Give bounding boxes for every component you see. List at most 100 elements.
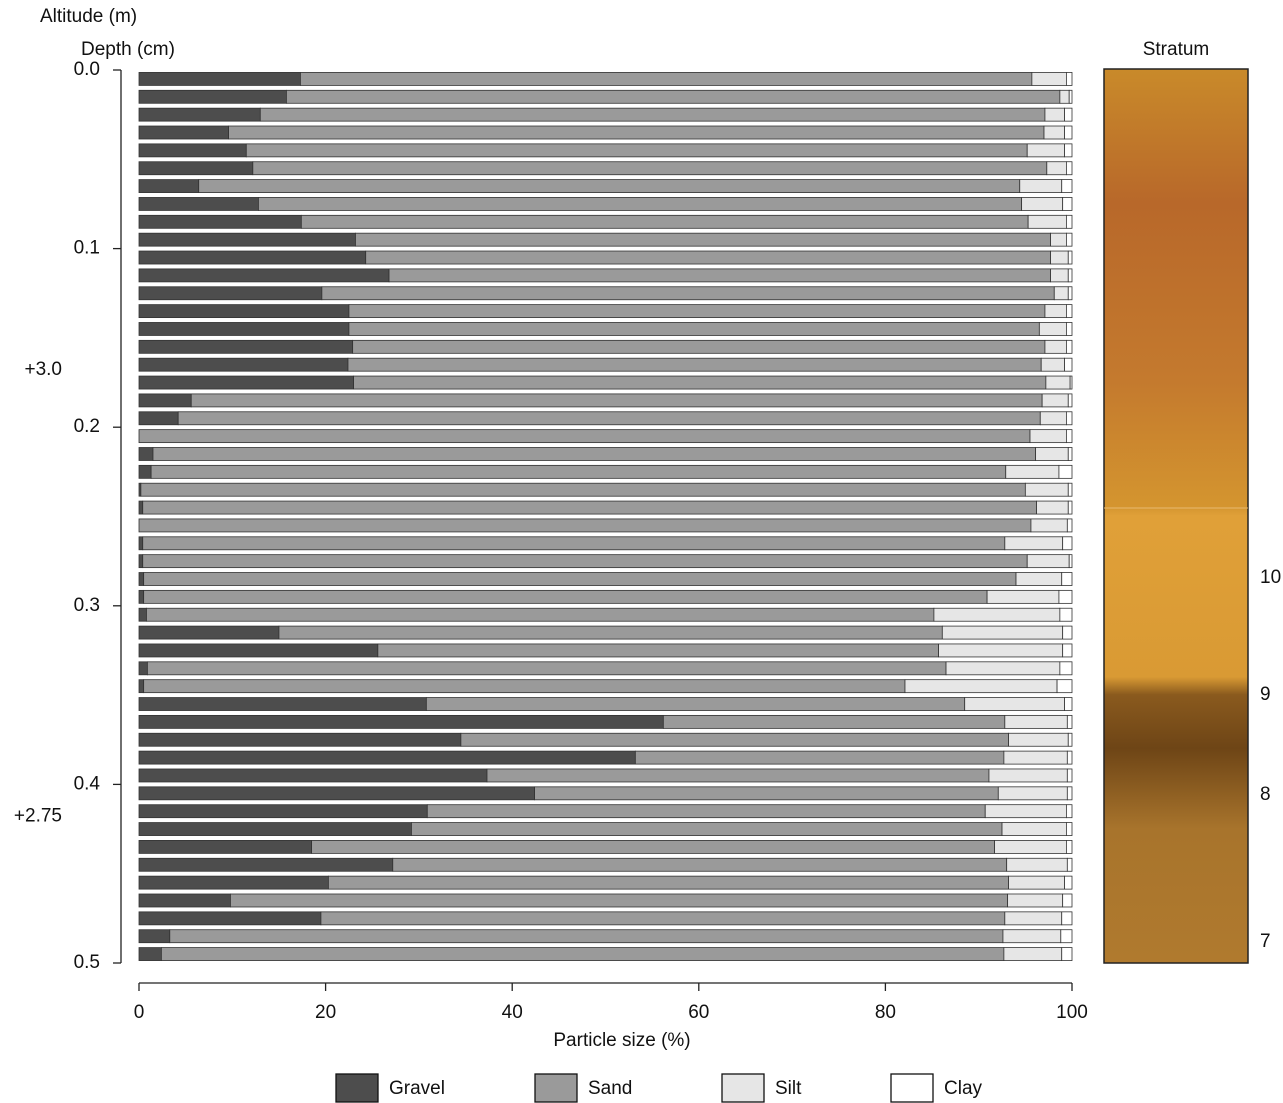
bar-segment [662, 714, 1006, 729]
bar-segment [426, 804, 986, 819]
bar-segment [138, 786, 535, 801]
bar-segment [1004, 911, 1063, 926]
bar-segment [1067, 482, 1073, 497]
bar-segment [140, 482, 1026, 497]
bar-segment [138, 322, 350, 336]
bar-segment [1061, 572, 1073, 586]
bar-segment [347, 357, 1042, 372]
bar-segment [365, 250, 1051, 265]
bar-segment [1027, 214, 1067, 229]
bar-segment [142, 500, 1037, 515]
bar-segment [1067, 268, 1073, 283]
bar-segment [1045, 375, 1071, 390]
bar-segment [138, 697, 427, 711]
legend-swatch [890, 1073, 934, 1103]
bar-segment [1059, 661, 1073, 676]
bar-segment [1062, 643, 1073, 658]
bar-segment [1066, 714, 1073, 729]
bar-segment [138, 589, 145, 604]
bar-segment [138, 893, 231, 908]
bar-segment [150, 464, 1007, 479]
bar-segment [138, 732, 462, 747]
bar-segment [138, 929, 171, 944]
bar-segment [392, 857, 1008, 872]
bar-segment [1069, 375, 1073, 390]
bar-segment [259, 107, 1046, 122]
bar-segment [230, 893, 1009, 908]
bar-segment [138, 125, 229, 140]
bar-segment [1044, 107, 1065, 122]
bar-segment [1026, 143, 1065, 158]
bar-segment [1056, 679, 1073, 694]
x-tick-label: 40 [502, 1002, 523, 1023]
bar-segment [1059, 89, 1070, 104]
bar-segment [1060, 929, 1073, 944]
bar-segment [1050, 268, 1069, 283]
bar-segment [169, 929, 1004, 944]
bar-segment [945, 661, 1061, 676]
bar-segment [138, 179, 200, 193]
legend-label: Sand [588, 1078, 632, 1099]
bar-segment [1024, 482, 1069, 497]
bar-segment [1066, 161, 1073, 176]
bar-segment [1061, 179, 1073, 193]
bar-segment [245, 143, 1028, 158]
bar-segment [355, 232, 1051, 247]
bar-segment [425, 697, 966, 711]
bar-segment [1038, 322, 1067, 336]
bar-segment [1058, 589, 1073, 604]
bar-segment [1008, 732, 1069, 747]
bar-segment [138, 197, 259, 211]
bar-segment [377, 643, 939, 658]
bar-segment [138, 661, 148, 676]
bar-segment [1021, 197, 1064, 211]
bar-segment [486, 768, 990, 783]
bar-segment [1058, 464, 1073, 479]
bar-segment [138, 804, 428, 819]
bar-segment [138, 89, 287, 104]
bar-segment [1062, 197, 1073, 211]
bar-segment [138, 72, 301, 86]
bar-segment [1050, 232, 1067, 247]
legend-label: Gravel [389, 1078, 445, 1099]
bar-segment [941, 625, 1064, 640]
bar-segment [1007, 893, 1064, 908]
bar-segment [138, 447, 154, 461]
bar-segment [142, 554, 1028, 569]
bar-segment [1003, 947, 1063, 961]
bar-segment [138, 607, 147, 622]
bar-segment [138, 286, 323, 301]
bar-segment [1046, 161, 1067, 176]
stratum-label: 9 [1260, 684, 1271, 705]
bar-segment [1064, 875, 1073, 890]
bar-segment [1067, 250, 1073, 265]
y-tick-label: 0.1 [74, 238, 100, 259]
altitude-tick-label: +3.0 [24, 359, 62, 380]
bar-segment [1044, 339, 1067, 354]
altitude-tick-label: +2.75 [14, 806, 62, 827]
bar-segment [1066, 232, 1073, 247]
bar-segment [138, 857, 394, 872]
bar-segment [460, 732, 1009, 747]
bar-segment [300, 214, 1029, 229]
bar-segment [352, 339, 1046, 354]
bar-segment [1005, 464, 1060, 479]
bar-segment [1041, 393, 1069, 408]
y-tick-label: 0.0 [74, 59, 100, 80]
bar-segment [1050, 250, 1069, 265]
bar-segment [138, 304, 350, 319]
bar-segment [228, 125, 1045, 140]
bar-segment [1066, 840, 1073, 854]
bar-segment [327, 875, 1009, 890]
bar-segment [1043, 125, 1065, 140]
bar-segment [964, 697, 1065, 711]
bar-segment [142, 536, 1006, 551]
bar-segment [138, 768, 488, 783]
bar-segment [1066, 339, 1073, 354]
bar-segment [1030, 518, 1068, 533]
bar-segment [1040, 357, 1065, 372]
legend-label: Silt [775, 1078, 802, 1099]
depth-title: Depth (cm) [81, 39, 175, 60]
bar-segment [1066, 768, 1073, 783]
bar-segment [143, 589, 988, 604]
